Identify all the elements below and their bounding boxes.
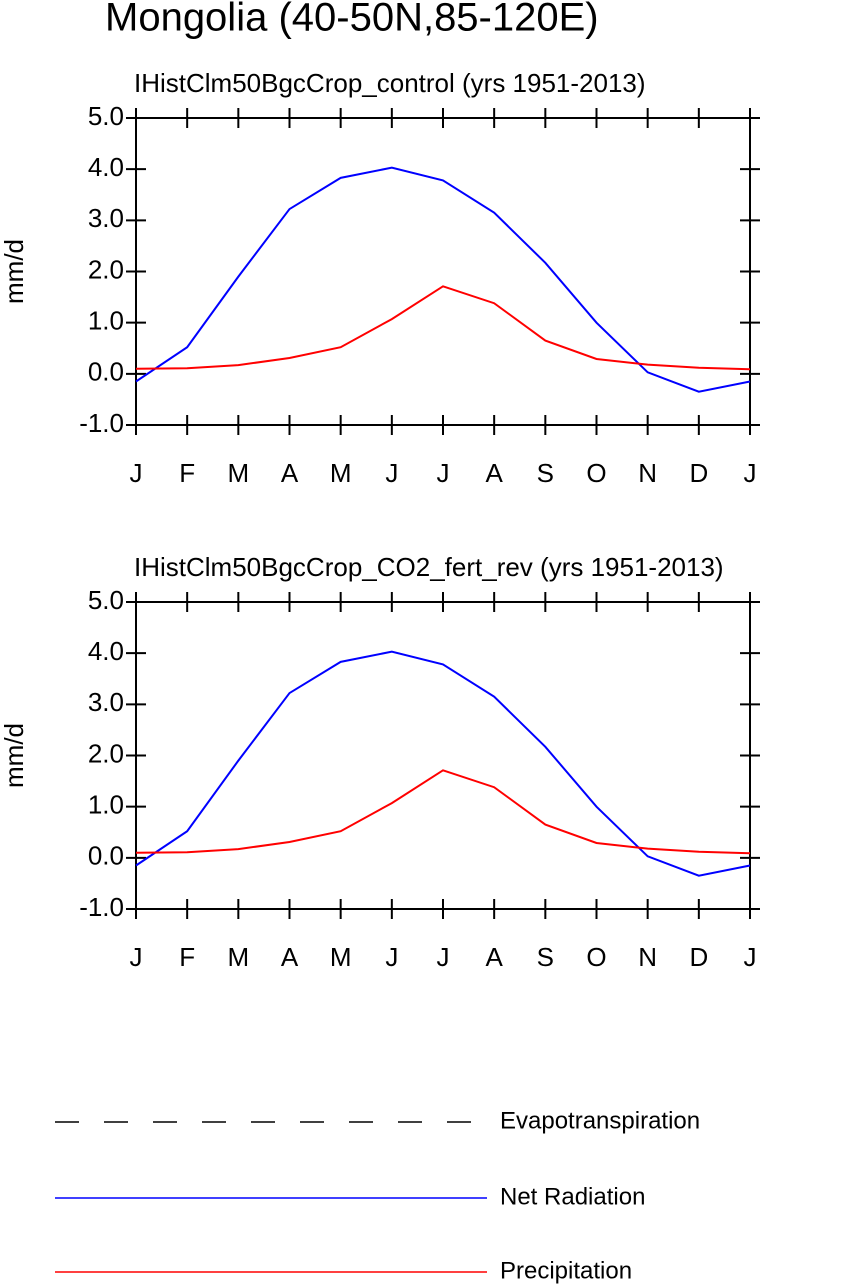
- x-tick-label: D: [689, 942, 708, 972]
- y-tick-label: 4.0: [88, 636, 124, 666]
- x-tick-label: F: [179, 942, 195, 972]
- x-tick-label: J: [130, 942, 143, 972]
- series-line: [135, 650, 751, 877]
- y-tick-label: 0.0: [88, 841, 124, 871]
- x-tick-label: A: [485, 942, 503, 972]
- x-tick-label: A: [281, 942, 299, 972]
- x-tick-label: J: [130, 458, 143, 488]
- y-tick-label: 2.0: [88, 254, 124, 284]
- y-tick-label: 2.0: [88, 738, 124, 768]
- x-tick-label: M: [227, 458, 249, 488]
- subtitle: IHistClm50BgcCrop_control (yrs 1951-2013…: [134, 68, 646, 98]
- x-tick-label: O: [586, 942, 606, 972]
- y-tick-label: -1.0: [79, 408, 124, 438]
- x-tick-label: N: [638, 942, 657, 972]
- x-tick-label: S: [537, 458, 554, 488]
- x-tick-label: F: [179, 458, 195, 488]
- x-tick-label: S: [537, 942, 554, 972]
- y-tick-label: 1.0: [88, 306, 124, 336]
- series-line: [135, 285, 751, 371]
- y-tick-label: 3.0: [88, 203, 124, 233]
- x-tick-label: M: [227, 942, 249, 972]
- x-tick-label: J: [437, 458, 450, 488]
- subtitle: IHistClm50BgcCrop_CO2_fert_rev (yrs 1951…: [134, 552, 724, 582]
- series-line: [135, 166, 751, 393]
- x-tick-label: D: [689, 458, 708, 488]
- legend-label: Evapotranspiration: [500, 1107, 700, 1134]
- series-line: [135, 769, 751, 855]
- y-tick-label: 5.0: [88, 101, 124, 131]
- y-axis-label: mm/d: [0, 239, 29, 304]
- page-title: Mongolia (40-50N,85-120E): [105, 0, 599, 40]
- x-tick-label: A: [281, 458, 299, 488]
- x-tick-label: M: [330, 458, 352, 488]
- x-tick-label: M: [330, 942, 352, 972]
- legend-label: Net Radiation: [500, 1183, 645, 1210]
- x-tick-label: J: [385, 458, 398, 488]
- x-tick-label: J: [385, 942, 398, 972]
- y-tick-label: 0.0: [88, 357, 124, 387]
- y-tick-label: 5.0: [88, 585, 124, 615]
- plot-frame: [135, 117, 751, 426]
- y-tick-label: 1.0: [88, 790, 124, 820]
- x-tick-label: O: [586, 458, 606, 488]
- x-tick-label: A: [485, 458, 503, 488]
- y-tick-label: -1.0: [79, 892, 124, 922]
- x-tick-label: J: [437, 942, 450, 972]
- x-tick-label: J: [744, 942, 757, 972]
- y-tick-label: 3.0: [88, 687, 124, 717]
- y-tick-label: 4.0: [88, 152, 124, 182]
- plot-frame: [135, 601, 751, 910]
- y-axis-label: mm/d: [0, 723, 29, 788]
- x-tick-label: N: [638, 458, 657, 488]
- legend-label: Precipitation: [500, 1257, 632, 1284]
- x-tick-label: J: [744, 458, 757, 488]
